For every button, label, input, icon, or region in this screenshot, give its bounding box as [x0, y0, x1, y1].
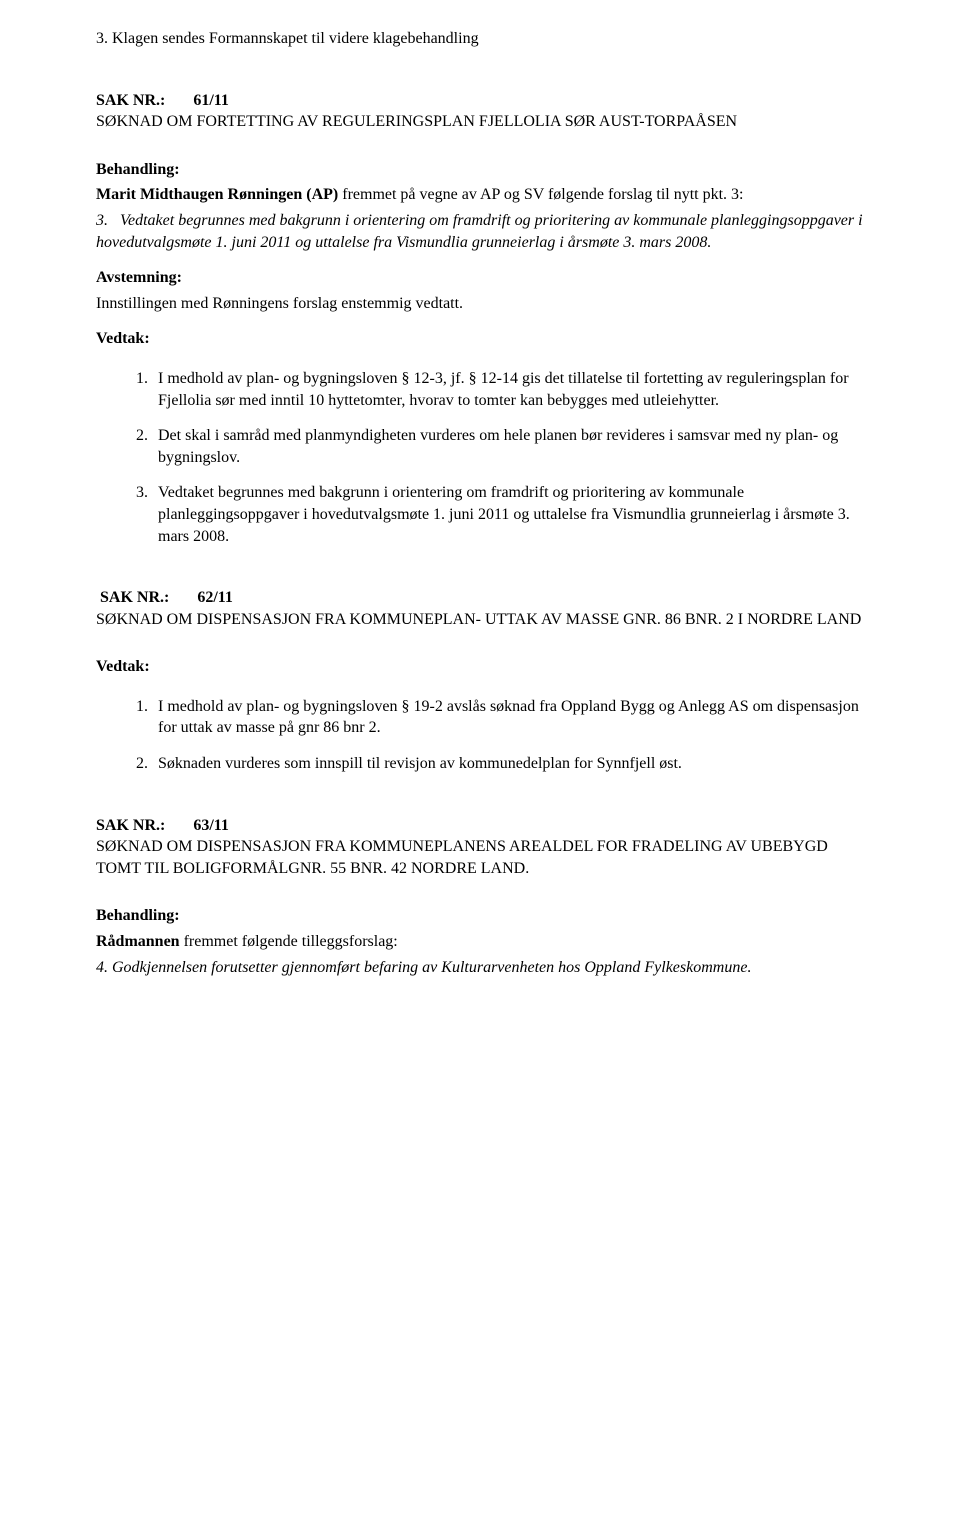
behandling-intro: Rådmannen fremmet følgende tilleggsforsl… — [96, 931, 864, 953]
sak-title: SØKNAD OM FORTETTING AV REGULERINGSPLAN … — [96, 111, 864, 133]
pkt3-text: Vedtaket begrunnes med bakgrunn i orient… — [96, 212, 863, 251]
pkt3-italic: 3. Vedtaket begrunnes med bakgrunn i ori… — [96, 210, 864, 253]
spacer — [96, 54, 864, 90]
behandling-intro-rest: fremmet følgende tilleggsforslag: — [180, 933, 398, 950]
sak-title: SØKNAD OM DISPENSASJON FRA KOMMUNEPLAN- … — [96, 609, 864, 631]
spacer — [96, 133, 864, 159]
pkt3-num: 3. — [96, 212, 108, 229]
spacer — [96, 551, 864, 587]
pkt4-num: 4. — [96, 959, 108, 976]
spacer — [96, 779, 864, 815]
list-item: Søknaden vurderes som innspill til revis… — [152, 753, 864, 775]
sak-header: SAK NR.: 62/11 — [96, 587, 864, 609]
list-item: Vedtaket begrunnes med bakgrunn i orient… — [152, 482, 864, 547]
vedtak-list: I medhold av plan- og bygningsloven § 19… — [96, 696, 864, 775]
sak-number: 62/11 — [197, 589, 233, 606]
spacer — [96, 630, 864, 656]
behandling-intro-rest: fremmet på vegne av AP og SV følgende fo… — [338, 186, 743, 203]
sak-header: SAK NR.: 63/11 — [96, 815, 864, 837]
vedtak-label: Vedtak: — [96, 656, 864, 678]
behandling-intro: Marit Midthaugen Rønningen (AP) fremmet … — [96, 184, 864, 206]
document-page: 3. Klagen sendes Formannskapet til vider… — [0, 0, 960, 1042]
spacer — [96, 318, 864, 328]
vedtak-label: Vedtak: — [96, 328, 864, 350]
behandling-intro-name: Rådmannen — [96, 933, 180, 950]
avstemning-text: Innstillingen med Rønningens forslag ens… — [96, 293, 864, 315]
sak-title: SØKNAD OM DISPENSASJON FRA KOMMUNEPLANEN… — [96, 836, 864, 879]
list-item: I medhold av plan- og bygningsloven § 12… — [152, 368, 864, 411]
spacer — [96, 682, 864, 692]
vedtak-list: I medhold av plan- og bygningsloven § 12… — [96, 368, 864, 547]
behandling-label: Behandling: — [96, 905, 864, 927]
spacer — [96, 257, 864, 267]
avstemning-label: Avstemning: — [96, 267, 864, 289]
behandling-label: Behandling: — [96, 159, 864, 181]
spacer — [96, 879, 864, 905]
spacer — [96, 354, 864, 364]
pkt4-text: Godkjennelsen forutsetter gjennomført be… — [108, 959, 751, 976]
behandling-intro-name: Marit Midthaugen Rønningen (AP) — [96, 186, 338, 203]
pkt4-italic: 4. Godkjennelsen forutsetter gjennomført… — [96, 957, 864, 979]
sak-label: SAK NR.: — [96, 92, 165, 109]
sak-header: SAK NR.: 61/11 — [96, 90, 864, 112]
sak-number: 63/11 — [193, 817, 229, 834]
list-item: Det skal i samråd med planmyndigheten vu… — [152, 425, 864, 468]
sak-label: SAK NR.: — [100, 589, 169, 606]
sak-label: SAK NR.: — [96, 817, 165, 834]
list-item: I medhold av plan- og bygningsloven § 19… — [152, 696, 864, 739]
top-paragraph: 3. Klagen sendes Formannskapet til vider… — [96, 28, 864, 50]
sak-number: 61/11 — [193, 92, 229, 109]
